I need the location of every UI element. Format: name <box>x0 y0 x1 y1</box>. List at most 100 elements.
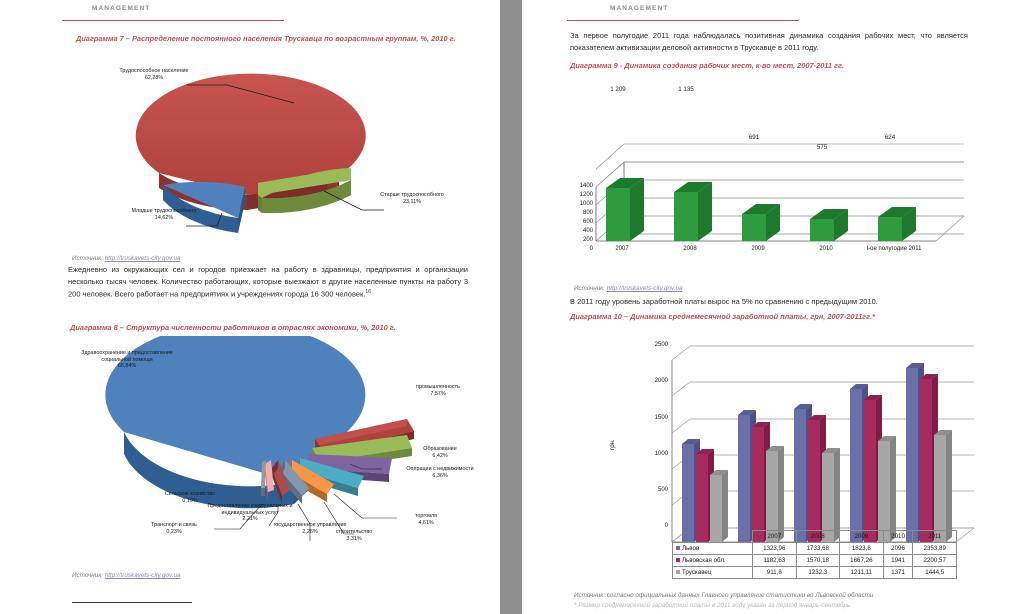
d10-ytick-1000: 1000 <box>654 451 668 457</box>
d10-ytick-1500: 1500 <box>654 415 668 421</box>
caption-diagram-10: Диаграмма 10 – Динамика среднемесячной з… <box>570 312 875 321</box>
source-link-1[interactable]: http://truskavets-city.gov.ua <box>104 255 181 262</box>
d9-ytick-1200: 1200 <box>579 192 593 198</box>
body-paragraph-right-2: В 2011 году уровень заработной платы выр… <box>570 297 878 306</box>
pie8-label-agriculture: Сельское хозяйство 0,19% <box>164 491 216 504</box>
header-rule-right <box>567 20 799 21</box>
cell-trusk-2008: 1232,3 <box>795 566 841 579</box>
cell-lviv-2007: 1323,96 <box>752 542 797 555</box>
pie8-label-trade: торговля 4,61% <box>414 513 438 526</box>
legend-row-lviv: Львов <box>672 542 753 555</box>
footnote-marker-16: 16 <box>365 289 371 296</box>
caption-diagram-9: Диаграмма 9 - Динамика создания рабочих … <box>570 61 844 70</box>
chart-diagram-7: Трудоспособное население 62,28% Младше тр… <box>62 58 482 248</box>
d9-ytick-1000: 1000 <box>579 201 593 207</box>
d10-ytick-0: 0 <box>664 523 668 529</box>
legend-row-truskavets: Трускавец <box>672 566 753 579</box>
legend-swatch-lviv <box>676 546 680 551</box>
table-col-2009: 2009 <box>839 530 884 543</box>
source-diagram-8: Источник: http://truskavets-city.gov.ua <box>72 572 181 579</box>
table-col-2008: 2008 <box>795 530 841 543</box>
header-rule-left <box>62 20 284 21</box>
diagram-10-bars <box>682 363 952 542</box>
pie8-label-healthcare: Здравоохранение и предоставление социаль… <box>81 350 173 370</box>
group-2009 <box>794 404 840 542</box>
source-diagram-9: Источник: http://truskavets-city.gov.ua <box>574 285 683 292</box>
d9-label-2009: 691 <box>748 134 760 141</box>
legend-swatch-lviv-oblast <box>676 558 680 563</box>
chart-diagram-8: Здравоохранение и предоставление социаль… <box>62 322 492 566</box>
table-col-2007: 2007 <box>752 530 797 543</box>
cell-oblast-2007: 1182,63 <box>752 554 797 567</box>
group-2008 <box>738 410 784 542</box>
footnote-note-right: * Размер среднемесячной заработной платы… <box>574 602 851 609</box>
cell-oblast-2009: 1667,26 <box>839 554 884 567</box>
pie-8-svg <box>105 322 414 541</box>
d9-xtick-2008: 2008 <box>683 246 697 252</box>
diagram-9-bars <box>606 178 916 241</box>
pie8-label-education: Образование 6,42% <box>423 446 457 459</box>
footnote-separator-left <box>72 602 192 603</box>
d9-label-2008: 1 135 <box>678 86 694 93</box>
d9-ytick-400: 400 <box>582 228 593 234</box>
d9-label-2007: 1 209 <box>610 86 626 93</box>
group-2007 <box>682 439 728 542</box>
d10-ytick-500: 500 <box>657 487 668 493</box>
running-head-right: Management <box>610 5 669 12</box>
body-paragraph-right-1: За первое полугодие 2011 года наблюдалас… <box>570 31 968 52</box>
table-col-2010: 2010 <box>882 530 914 543</box>
page-gutter <box>500 0 522 614</box>
d9-label-2010: 575 <box>816 144 828 151</box>
d9-xtick-2010: 2010 <box>819 246 833 252</box>
cell-oblast-2008: 1570,18 <box>795 554 841 567</box>
caption-diagram-8: Диаграмма 8 – Структура численности рабо… <box>70 323 396 332</box>
pie8-label-transport: Транспорт и связь 0,23% <box>151 522 197 535</box>
pie7-label-working-age: Трудоспособное население 62,28% <box>119 68 189 81</box>
d9-xtick-2011-h1: I-ое полугодие 2011 <box>866 246 922 252</box>
bar-2007 <box>606 178 644 241</box>
d9-ytick-600: 600 <box>582 219 593 225</box>
table-row: Львовская обл. 1182,63 1570,18 1667,26 1… <box>672 554 957 567</box>
diagram-10-data-table: 2007 2008 2009 2010 2011 Львов 1323,96 1… <box>672 530 957 579</box>
source-diagram-7: Источник: http://truskavets-city.gov.ua <box>72 255 181 262</box>
cell-lviv-2008: 1733,68 <box>795 542 841 555</box>
pie8-label-realestate: Операции с недвижимости 6,36% <box>406 466 474 479</box>
page-left: Management Диаграмма 7 – Распределение п… <box>0 0 500 614</box>
cell-oblast-2011: 2200,57 <box>912 554 957 567</box>
source-link-2[interactable]: http://truskavets-city.gov.ua <box>104 572 181 579</box>
pie7-label-below-working-age: Младше трудоспособного 14,62% <box>131 208 197 221</box>
bar-2009 <box>742 204 780 241</box>
table-header-row: 2007 2008 2009 2010 2011 <box>672 530 957 543</box>
running-head-left: Management <box>92 5 151 12</box>
table-corner-cell <box>672 530 753 543</box>
d9-ytick-1400: 1400 <box>579 183 593 189</box>
d9-xtick-2009: 2009 <box>751 246 765 252</box>
cell-trusk-2007: 911,8 <box>752 566 797 579</box>
d9-ytick-0: 0 <box>589 246 593 252</box>
cell-trusk-2010: 1371 <box>882 566 914 579</box>
footnote-source-right: Источник: согласно официальных данных Гл… <box>574 592 874 599</box>
cell-lviv-2011: 2353,89 <box>912 542 957 555</box>
pie8-label-industry: промышленность 7,57% <box>416 384 460 397</box>
d9-ytick-800: 800 <box>582 210 593 216</box>
table-col-2011: 2011 <box>912 530 957 543</box>
chart-diagram-9: 1400 1200 1000 800 600 400 200 0 1 209 1… <box>564 74 984 274</box>
legend-swatch-truskavets <box>676 570 680 575</box>
d10-ytick-2500: 2500 <box>654 342 668 348</box>
cell-trusk-2011: 1444,5 <box>912 566 957 579</box>
cell-lviv-2009: 1823,8 <box>839 542 884 555</box>
body-paragraph-left-1: Ежедневно из окружающих сел и городов пр… <box>68 265 468 299</box>
caption-diagram-7: Диаграмма 7 – Распределение постоянного … <box>76 34 456 43</box>
pie-7-svg <box>135 73 384 233</box>
cell-lviv-2010: 2096 <box>882 542 914 555</box>
bar-2008 <box>674 182 712 241</box>
pie7-label-above-working-age: Старше трудоспособного 23,11% <box>380 192 444 205</box>
table-row: Трускавец 911,8 1232,3 1211,11 1371 1444… <box>672 566 957 579</box>
source-link-3[interactable]: http://truskavets-city.gov.ua <box>606 285 683 292</box>
pie8-label-public-admin: государственное управление 2,26% <box>273 522 347 535</box>
d10-axis-label-y: грн. <box>610 439 616 450</box>
d9-ytick-200: 200 <box>582 237 593 243</box>
legend-row-lviv-oblast: Львовская обл. <box>672 554 753 567</box>
pie8-label-construction: строительство 3,31% <box>335 529 373 542</box>
